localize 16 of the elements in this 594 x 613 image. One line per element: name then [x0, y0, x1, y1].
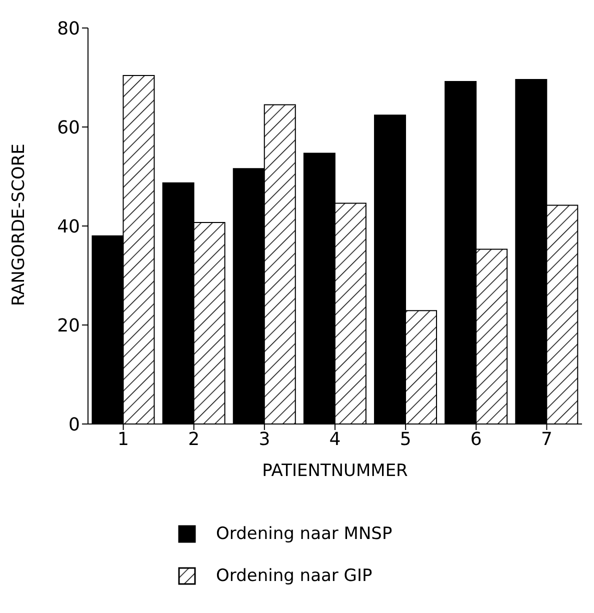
y-tick-label: 80: [57, 18, 80, 40]
x-tick-label: 4: [329, 428, 341, 450]
x-tick-label: 3: [258, 428, 270, 450]
y-tick-label: 20: [57, 315, 80, 336]
legend-label: Ordening naar MNSP: [216, 524, 392, 544]
x-tick-label: 1: [118, 428, 130, 450]
y-axis-title: RANGORDE-SCORE: [9, 144, 30, 306]
x-tick-label: 2: [188, 428, 200, 450]
x-tick-label: 6: [470, 428, 482, 450]
y-tick-label: 60: [57, 117, 80, 138]
x-tick-label: 7: [540, 428, 552, 450]
x-tick-label: 5: [400, 428, 412, 450]
x-axis-title: PATIENTNUMMER: [262, 461, 408, 481]
legend-label: Ordening naar GIP: [216, 566, 372, 586]
y-tick-label: 0: [68, 414, 80, 436]
y-tick-label: 40: [57, 216, 80, 238]
